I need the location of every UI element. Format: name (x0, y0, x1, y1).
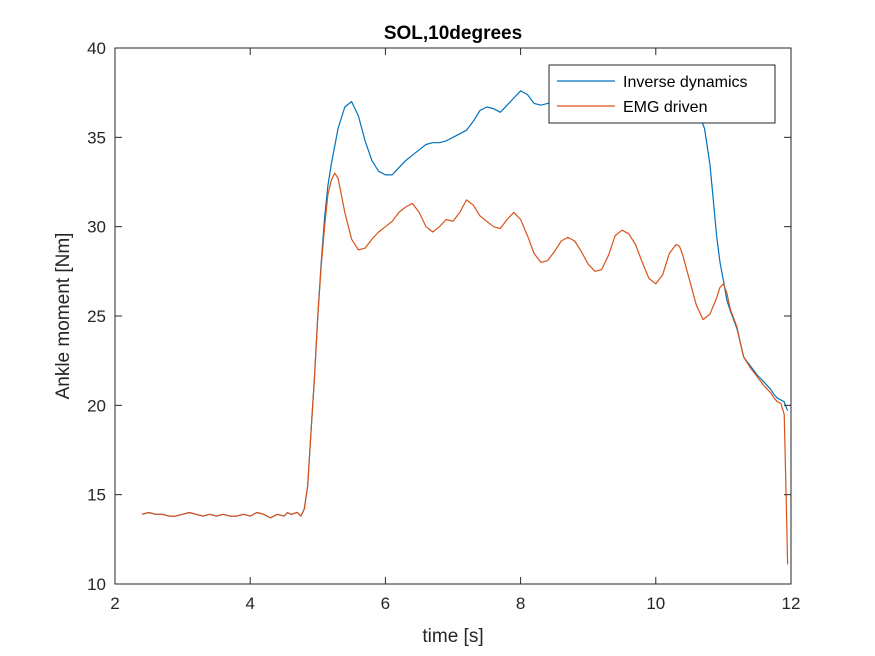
legend: Inverse dynamics EMG driven (548, 64, 776, 124)
series-line-emg-driven (141, 172, 789, 565)
x-tick-label: 8 (516, 594, 525, 613)
y-tick-label: 25 (87, 307, 106, 326)
series-layer (141, 90, 789, 565)
x-axis-ticks: 2 4 6 8 10 12 (110, 48, 800, 613)
y-tick-label: 10 (87, 575, 106, 594)
chart-title: SOL,10degrees (384, 23, 522, 44)
x-tick-label: 4 (245, 594, 254, 613)
x-tick-label: 2 (110, 594, 119, 613)
x-tick-label: 10 (646, 594, 665, 613)
legend-label-emg-driven: EMG driven (623, 99, 707, 116)
y-tick-label: 20 (87, 396, 106, 415)
y-tick-label: 15 (87, 486, 106, 505)
legend-label-inverse-dynamics: Inverse dynamics (623, 74, 748, 91)
y-tick-label: 30 (87, 218, 106, 237)
plot-area (115, 48, 791, 584)
legend-box (548, 64, 776, 124)
y-axis-ticks: 10 15 20 25 30 35 40 (87, 39, 791, 594)
x-axis-label: time [s] (422, 626, 483, 647)
x-tick-label: 6 (381, 594, 390, 613)
y-axis-label: Ankle moment [Nm] (53, 233, 74, 400)
y-tick-label: 40 (87, 39, 106, 58)
x-tick-label: 12 (782, 594, 801, 613)
y-tick-label: 35 (87, 128, 106, 147)
